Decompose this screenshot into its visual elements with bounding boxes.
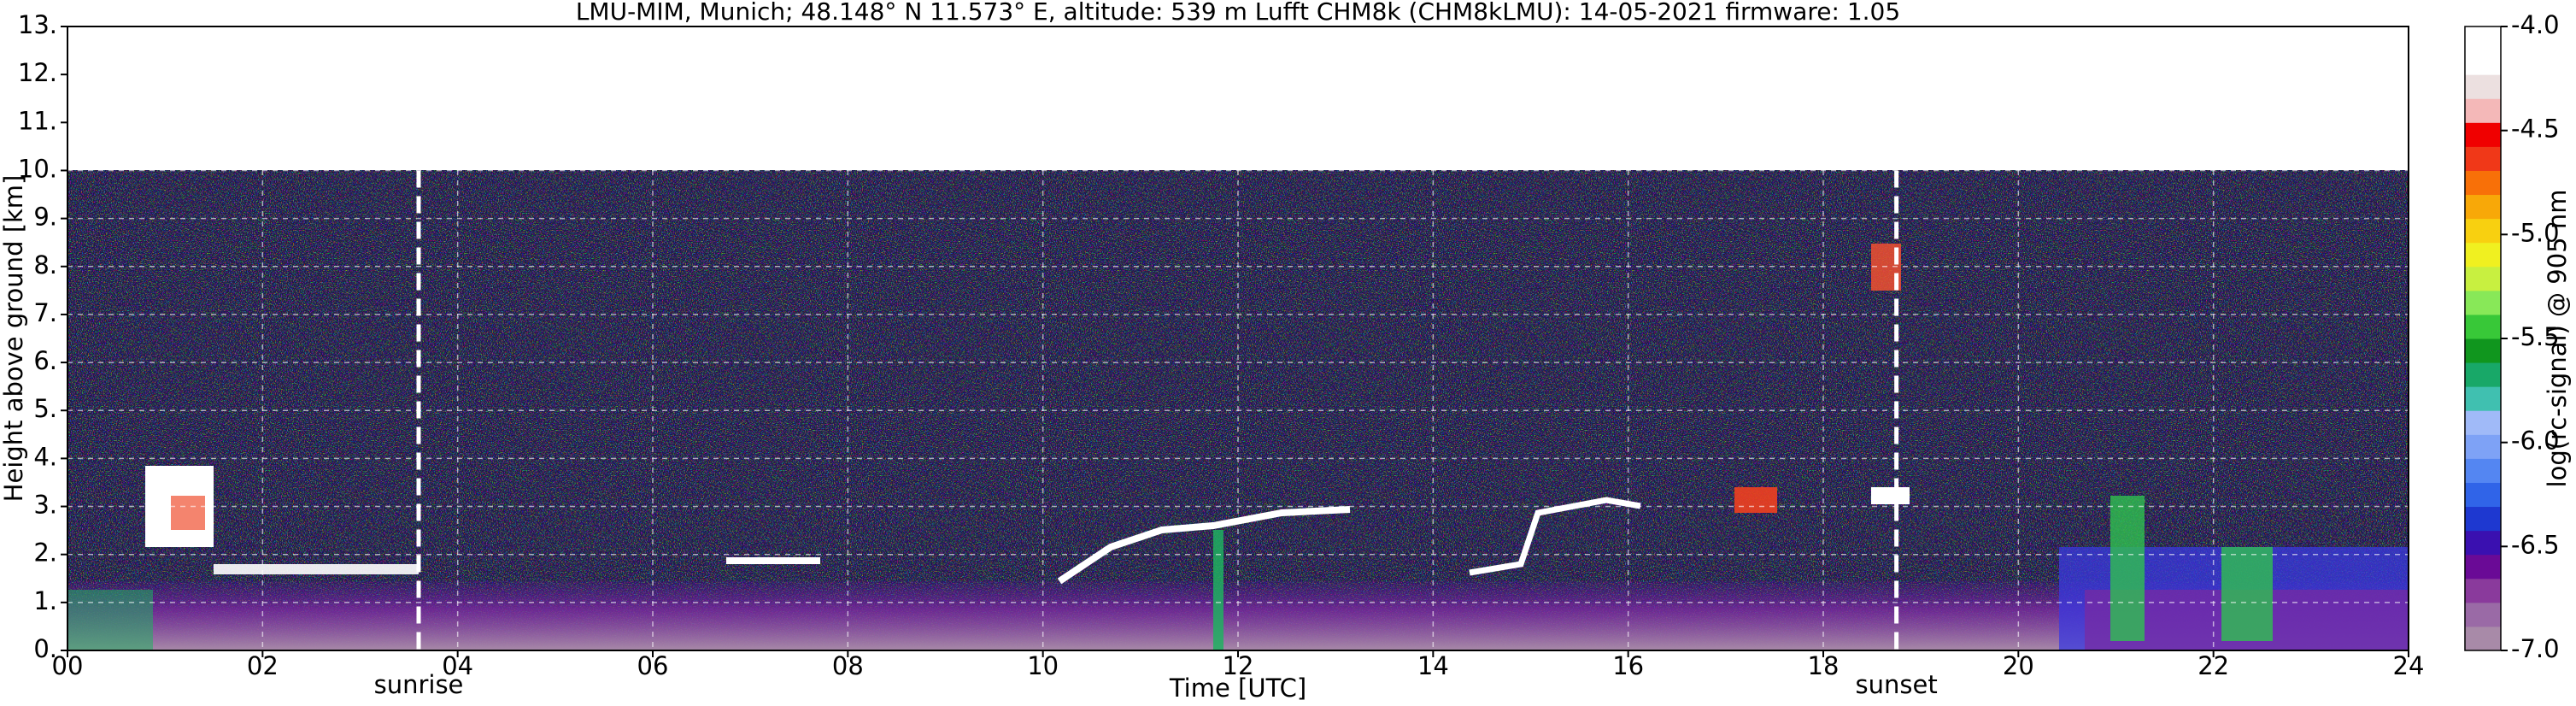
colorbar-segment: [2465, 602, 2501, 627]
colorbar-tick-label: -6.0: [2511, 427, 2560, 456]
colorbar-segment: [2465, 386, 2501, 411]
y-tick-label: 7.: [33, 298, 57, 327]
y-tick-label: 11.: [18, 106, 57, 135]
colorbar-segment: [2465, 290, 2501, 315]
colorbar-segment: [2465, 266, 2501, 291]
x-tick-label: 06: [637, 651, 669, 680]
x-tick-label: 18: [1808, 651, 1840, 680]
x-tick-label: 14: [1417, 651, 1449, 680]
colorbar-segment: [2465, 410, 2501, 435]
x-tick-label: 00: [52, 651, 84, 680]
colorbar-segment: [2465, 74, 2501, 99]
colorbar-segment: [2465, 458, 2501, 483]
y-tick-label: 0.: [33, 634, 57, 663]
colorbar-segment: [2465, 242, 2501, 268]
colorbar-segment: [2465, 170, 2501, 196]
x-tick-label: 24: [2393, 651, 2425, 680]
colorbar-segment: [2465, 578, 2501, 603]
colorbar-segment: [2465, 98, 2501, 123]
x-tick-label: 20: [2003, 651, 2034, 680]
chart-title: LMU-MIM, Munich; 48.148° N 11.573° E, al…: [576, 0, 1900, 26]
y-tick-label: 4.: [33, 442, 57, 471]
x-tick-label: 12: [1223, 651, 1254, 680]
colorbar-tick-label: -6.5: [2511, 530, 2560, 559]
colorbar-segment: [2465, 314, 2501, 339]
x-tick-label: 10: [1027, 651, 1059, 680]
colorbar-segment: [2465, 506, 2501, 532]
colorbar-segment: [2465, 530, 2501, 556]
x-tick-label: 08: [832, 651, 864, 680]
colorbar-tick-label: -4.5: [2511, 115, 2560, 144]
colorbar-segment: [2465, 362, 2501, 387]
colorbar-segment: [2465, 194, 2501, 220]
colorbar-segment: [2465, 482, 2501, 508]
x-axis-label: Time [UTC]: [1169, 674, 1306, 703]
colorbar-segment: [2465, 218, 2501, 244]
colorbar-tick-label: -5.5: [2511, 322, 2560, 351]
colorbar-segment: [2465, 338, 2501, 363]
colorbar-segment: [2465, 122, 2501, 147]
x-tick-label: 04: [442, 651, 473, 680]
colorbar-segment: [2465, 26, 2501, 51]
y-tick-label: 12.: [18, 58, 57, 87]
y-tick-label: 9.: [33, 203, 57, 232]
y-tick-label: 6.: [33, 346, 57, 375]
colorbar-label: log(rc-signal) @ 905 nm: [2543, 190, 2572, 488]
colorbar-segment: [2465, 554, 2501, 580]
x-tick-label: 22: [2198, 651, 2229, 680]
y-tick-label: 5.: [33, 394, 57, 423]
y-tick-label: 3.: [33, 491, 57, 520]
colorbar-tick-label: -4.0: [2511, 10, 2560, 39]
y-tick-label: 8.: [33, 250, 57, 279]
y-tick-label: 13.: [18, 10, 57, 39]
x-tick-label: 16: [1612, 651, 1644, 680]
annotation-label: sunset: [1856, 670, 1938, 699]
colorbar-segment: [2465, 50, 2501, 75]
y-tick-label: 10.: [18, 154, 57, 183]
y-tick-label: 2.: [33, 538, 57, 568]
colorbar-segment: [2465, 434, 2501, 459]
colorbar-segment: [2465, 626, 2501, 651]
colorbar-tick-label: -5.0: [2511, 218, 2560, 247]
y-tick-label: 1.: [33, 586, 57, 615]
annotation-label: sunrise: [374, 670, 464, 699]
y-axis-label: Height above ground [km]: [0, 175, 28, 503]
colorbar-segment: [2465, 146, 2501, 171]
colorbar-tick-label: -7.0: [2511, 634, 2560, 663]
x-tick-label: 02: [247, 651, 279, 680]
